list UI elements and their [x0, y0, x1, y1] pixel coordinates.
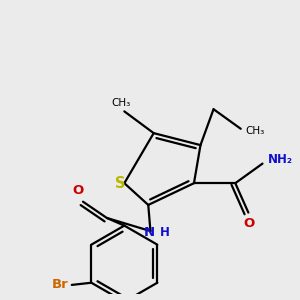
Text: CH₃: CH₃	[111, 98, 131, 108]
Text: CH₃: CH₃	[245, 126, 264, 136]
Text: O: O	[244, 217, 255, 230]
Text: H: H	[160, 226, 170, 238]
Text: NH₂: NH₂	[268, 153, 293, 166]
Text: S: S	[115, 176, 125, 191]
Text: Br: Br	[52, 278, 68, 291]
Text: N: N	[144, 226, 155, 238]
Text: O: O	[72, 184, 83, 197]
